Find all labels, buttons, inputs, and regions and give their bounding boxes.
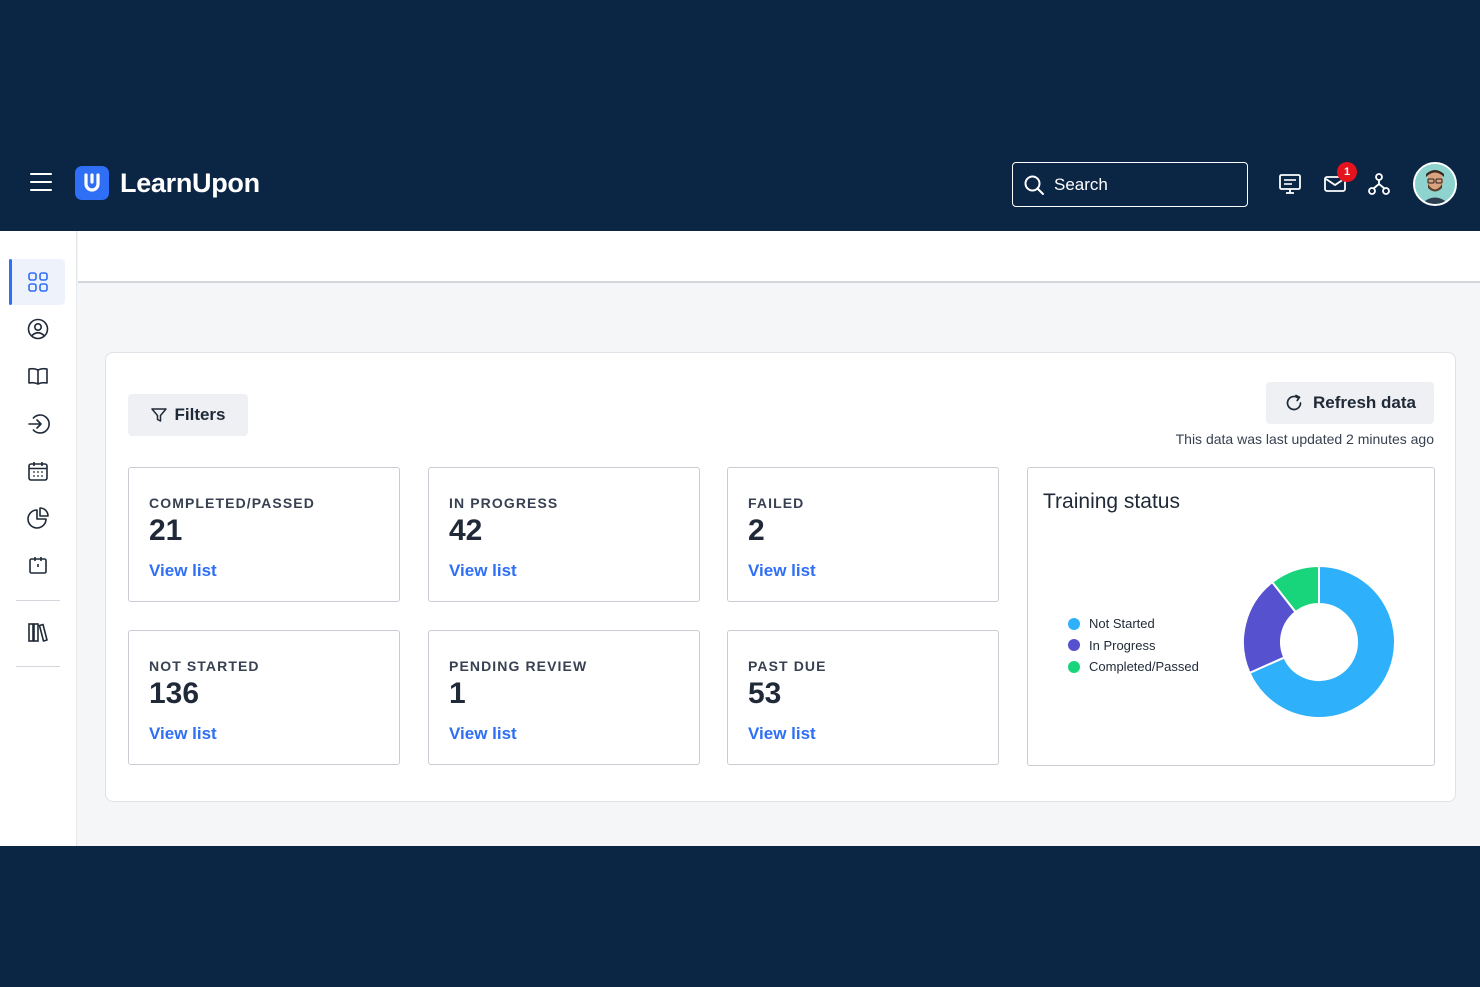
presentation-icon[interactable] [1278, 172, 1302, 196]
top-navigation-bar: LearnUpon Search 1 [0, 138, 1480, 231]
view-list-link[interactable]: View list [748, 724, 816, 743]
legend-item-completed: Completed/Passed [1068, 656, 1199, 678]
page-subheader [78, 231, 1480, 283]
refresh-data-label: Refresh data [1313, 393, 1416, 412]
stat-label: IN PROGRESS [449, 495, 559, 511]
stat-value: 42 [449, 514, 483, 547]
search-icon [1024, 175, 1044, 195]
calendar-check-icon [29, 557, 47, 574]
user-avatar[interactable] [1413, 162, 1457, 206]
stat-value: 136 [149, 677, 200, 710]
calendar-icon [28, 462, 48, 481]
brand-name: LearnUpon [120, 167, 260, 198]
donut-chart [1242, 564, 1396, 719]
notification-badge: 1 [1337, 162, 1357, 182]
sidebar-item-library[interactable] [11, 609, 65, 655]
refresh-icon [1286, 394, 1302, 411]
legend-label: Not Started [1089, 616, 1155, 632]
stat-card-not-started: NOT STARTED 136 View list [128, 630, 400, 765]
stat-card-pending-review: PENDING REVIEW 1 View list [428, 630, 700, 765]
sign-in-icon [28, 414, 50, 434]
stat-card-failed: FAILED 2 View list [727, 467, 999, 602]
sidebar-divider [16, 666, 60, 667]
donut-slice-not-started[interactable] [1248, 564, 1396, 719]
filters-label: Filters [174, 405, 226, 424]
legend-item-not-started: Not Started [1068, 613, 1199, 635]
stat-card-completed: COMPLETED/PASSED 21 View list [128, 467, 400, 602]
mail-icon[interactable]: 1 [1323, 162, 1357, 196]
view-list-link[interactable]: View list [149, 724, 217, 743]
stat-label: COMPLETED/PASSED [149, 495, 315, 511]
legend-item-in-progress: In Progress [1068, 635, 1199, 657]
sidebar-item-calendar[interactable] [11, 448, 65, 494]
legend-label: Completed/Passed [1089, 659, 1199, 675]
stat-value: 21 [149, 514, 183, 547]
menu-icon[interactable] [30, 173, 52, 191]
sidebar-item-reports[interactable] [11, 495, 65, 541]
sidebar-item-courses[interactable] [11, 353, 65, 399]
legend-label: In Progress [1089, 637, 1156, 653]
search-label: Search [1054, 174, 1108, 194]
org-hierarchy-icon[interactable] [1367, 172, 1391, 196]
sidebar-item-enrollments[interactable] [11, 401, 65, 447]
stat-value: 2 [748, 514, 765, 547]
donut-slice-completed-passed[interactable] [1270, 564, 1320, 614]
view-list-link[interactable]: View list [748, 561, 816, 580]
legend-dot [1068, 639, 1080, 652]
dashboard-icon [28, 272, 48, 292]
library-icon [28, 623, 48, 642]
sidebar-divider [16, 600, 60, 601]
view-list-link[interactable]: View list [149, 561, 217, 580]
logo-mark-icon [75, 166, 109, 200]
search-input[interactable]: Search [1012, 162, 1248, 207]
stat-card-in-progress: IN PROGRESS 42 View list [428, 467, 700, 602]
sidebar-item-users[interactable] [11, 306, 65, 352]
sidebar-item-events[interactable] [11, 542, 65, 588]
sidebar [0, 231, 77, 846]
filters-button[interactable]: Filters [128, 394, 248, 436]
pie-chart-icon [27, 507, 49, 529]
view-list-link[interactable]: View list [449, 561, 517, 580]
active-indicator [9, 259, 12, 305]
view-list-link[interactable]: View list [449, 724, 517, 743]
stat-label: FAILED [748, 495, 805, 511]
app-area: Filters Refresh data This data was last … [0, 231, 1480, 846]
stat-card-past-due: PAST DUE 53 View list [727, 630, 999, 765]
training-status-chart: Training status Not Started In Progress … [1027, 467, 1435, 766]
last-updated-text: This data was last updated 2 minutes ago [1175, 431, 1434, 447]
sidebar-item-dashboard[interactable] [9, 259, 65, 305]
chart-legend: Not Started In Progress Completed/Passed [1068, 613, 1199, 678]
legend-dot [1068, 617, 1080, 630]
legend-dot [1068, 660, 1080, 673]
book-icon [28, 367, 48, 385]
chart-title: Training status [1043, 490, 1180, 513]
brand-logo[interactable]: LearnUpon [75, 166, 260, 200]
stat-value: 1 [449, 677, 466, 710]
stat-value: 53 [748, 677, 782, 710]
stat-label: PAST DUE [748, 658, 827, 674]
stat-label: PENDING REVIEW [449, 658, 588, 674]
refresh-data-button[interactable]: Refresh data [1266, 382, 1434, 424]
user-icon [27, 318, 49, 340]
filter-icon [151, 408, 168, 422]
dashboard-panel: Filters Refresh data This data was last … [105, 352, 1456, 802]
stat-label: NOT STARTED [149, 658, 260, 674]
